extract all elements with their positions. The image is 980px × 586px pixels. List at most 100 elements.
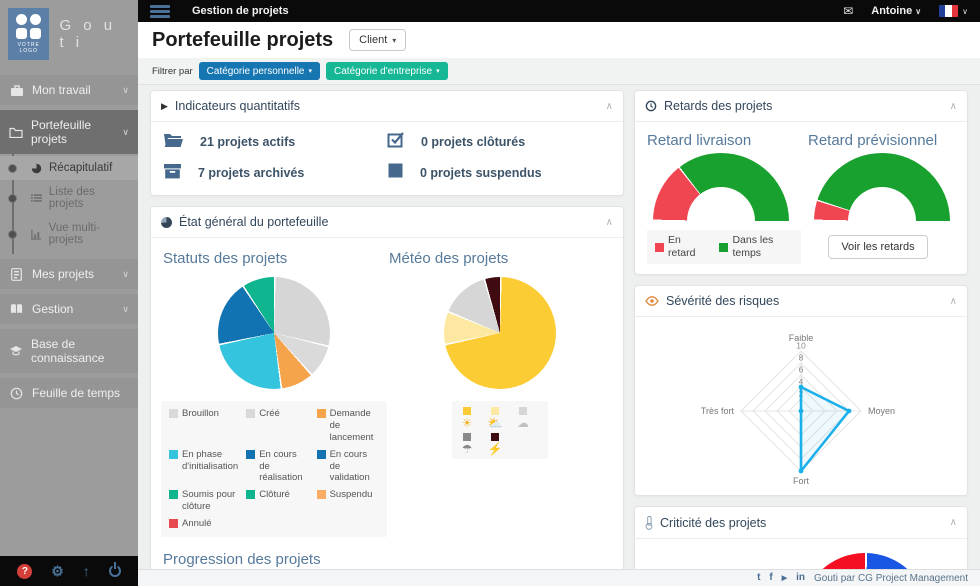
sidebar-item-liste-des-projets[interactable]: Liste des projets	[0, 180, 138, 216]
sidebar-subitem-label: Récapitulatif	[49, 162, 113, 174]
retards-legend: En retard Dans les temps	[647, 230, 801, 265]
card-header: Retards des projets ∧	[635, 91, 967, 122]
card-header: État général du portefeuille ∧	[151, 207, 623, 238]
help-button[interactable]: ?	[17, 563, 33, 579]
hamburger-menu-button[interactable]	[150, 4, 170, 18]
card-title: Indicateurs quantitatifs	[174, 99, 300, 113]
rain-icon: ☂	[461, 442, 473, 456]
legend-label: Clôturé	[259, 489, 290, 501]
severite-radar-chart: 246810FaibleMoyenFortTrès fort	[635, 317, 967, 495]
storm-icon: ⚡	[487, 442, 503, 456]
chart-title-previsionnel: Retard prévisionnel	[808, 132, 938, 149]
youtube-icon[interactable]: ▶	[781, 574, 788, 582]
filter-categorie-entreprise-button[interactable]: Catégorie d'entreprise ▾	[326, 62, 448, 80]
legend-item: ⛅	[486, 407, 504, 429]
svg-text:Fort: Fort	[793, 476, 810, 486]
sidebar-submenu: Récapitulatif Liste des projets Vue mult…	[0, 154, 138, 254]
filter-categorie-personnelle-button[interactable]: Catégorie personnelle ▾	[198, 62, 321, 80]
logo-badge: VOTRE LOGO	[17, 42, 40, 54]
sidebar-subitem-label: Vue multi-projets	[48, 222, 100, 246]
chart-title-progression: Progression des projets	[163, 550, 321, 568]
legend-item: En retard	[655, 234, 703, 260]
legend-item: ☂	[458, 433, 476, 455]
chevron-down-icon: ∨	[122, 126, 129, 137]
legend-label: En cours de réalisation	[259, 448, 303, 484]
settings-gear-button[interactable]: ⚙	[51, 563, 64, 579]
collapse-chevron-icon[interactable]: ∧	[949, 100, 957, 112]
legend-item: Dans les temps	[719, 234, 793, 260]
play-icon: ▶	[161, 100, 168, 111]
projects-card-icon	[9, 267, 24, 281]
sidebar-item-vue-multi-projets[interactable]: Vue multi-projets	[0, 216, 138, 252]
legend-item: Créé	[246, 408, 308, 444]
timeline-dot	[8, 229, 17, 239]
twitter-icon[interactable]: t	[757, 572, 761, 583]
sun-cloud-icon: ⛅	[487, 416, 503, 430]
mail-icon[interactable]: ✉	[843, 4, 854, 18]
upload-arrow-button[interactable]: ↑	[82, 563, 90, 579]
card-title: État général du portefeuille	[179, 215, 329, 229]
collapse-chevron-icon[interactable]: ∧	[605, 216, 613, 228]
legend-swatch	[719, 243, 729, 253]
footer-bar: t f ▶ in Gouti par CG Project Management	[138, 569, 980, 586]
chart-title-statuts: Statuts des projets	[163, 250, 288, 267]
retard-previsionnel-block: Retard prévisionnel	[808, 126, 955, 221]
card-indicateurs-quantitatifs: ▶ Indicateurs quantitatifs ∧ 21 projets …	[150, 90, 624, 196]
chevron-down-icon: ∨	[122, 303, 129, 314]
user-menu[interactable]: Antoine ∨	[871, 5, 921, 17]
etat-body: Statuts des projets Brouillon Créé Deman…	[151, 238, 623, 569]
sidebar-item-recapitulatif[interactable]: Récapitulatif	[0, 156, 138, 180]
sidebar-item-label: Feuille de temps	[32, 386, 121, 400]
sidebar-item-label: Mon travail	[32, 83, 91, 97]
legend-swatch	[169, 449, 178, 459]
sidebar-item-gestion[interactable]: Gestion ∨	[0, 294, 138, 324]
legend-label: Annulé	[182, 518, 212, 529]
collapse-chevron-icon[interactable]: ∧	[949, 295, 957, 307]
legend-item: En phase d'initialisation	[169, 449, 238, 485]
stat-label: 7 projets archivés	[198, 166, 305, 180]
power-button[interactable]	[108, 565, 121, 577]
legend-swatch	[655, 243, 664, 253]
right-column: Retards des projets ∧ Retard livraison	[634, 90, 968, 569]
graduation-cap-icon	[9, 345, 23, 357]
legend-label: Créé	[259, 408, 280, 419]
sidebar-item-base-de-connaissance[interactable]: Base de connaissance	[0, 329, 138, 373]
linkedin-icon[interactable]: in	[796, 572, 806, 583]
cloud-icon: ☁	[517, 416, 529, 430]
topbar: Gestion de projets ✉ Antoine ∨ ∨	[138, 0, 980, 22]
client-dropdown-button[interactable]: Client ▾	[349, 29, 407, 51]
collapse-chevron-icon[interactable]: ∧	[605, 100, 613, 112]
stat-projets-actifs: 21 projets actifs	[163, 131, 387, 153]
eye-icon	[645, 296, 659, 307]
legend-label: Suspendu	[329, 489, 373, 501]
language-menu[interactable]: ∨	[939, 5, 968, 17]
sidebar-item-mon-travail[interactable]: Mon travail ∨	[0, 75, 138, 105]
pies-row: Statuts des projets Brouillon Créé Deman…	[161, 242, 613, 537]
collapse-chevron-icon[interactable]: ∧	[949, 517, 957, 529]
user-name: Antoine	[871, 5, 913, 17]
caret-down-icon: ▾	[392, 35, 397, 45]
footer-credit-link[interactable]: Gouti par CG Project Management	[814, 572, 968, 584]
app-title: Gestion de projets	[192, 5, 289, 17]
sidebar-item-mes-projets[interactable]: Mes projets ∨	[0, 259, 138, 289]
criticite-body	[635, 539, 967, 569]
stat-label: 0 projets clôturés	[421, 135, 526, 149]
legend-item: En cours de réalisation	[246, 449, 308, 485]
sun-icon: ☀	[461, 416, 473, 430]
voir-les-retards-button[interactable]: Voir les retards	[828, 235, 928, 260]
pie-chart-icon	[30, 163, 43, 174]
page-header: Portefeuille projets Client ▾	[138, 22, 980, 58]
book-icon	[9, 303, 24, 315]
card-title: Retards des projets	[664, 99, 773, 113]
facebook-icon[interactable]: f	[769, 572, 773, 583]
legend-label: Soumis pour clôture	[182, 489, 236, 513]
sidebar-item-label: Base de connaissance	[31, 337, 105, 365]
logo-text: G o u t i	[59, 17, 117, 51]
sidebar-item-feuille-de-temps[interactable]: Feuille de temps	[0, 378, 138, 408]
sidebar-item-label: Gestion	[32, 302, 74, 316]
sidebar-item-portefeuille-projets[interactable]: Portefeuille projets ∨	[0, 110, 138, 154]
timeline-line	[12, 154, 14, 254]
legend-item: ☀	[458, 407, 476, 429]
legend-swatch	[491, 407, 499, 415]
card-header: ▶ Indicateurs quantitatifs ∧	[151, 91, 623, 122]
